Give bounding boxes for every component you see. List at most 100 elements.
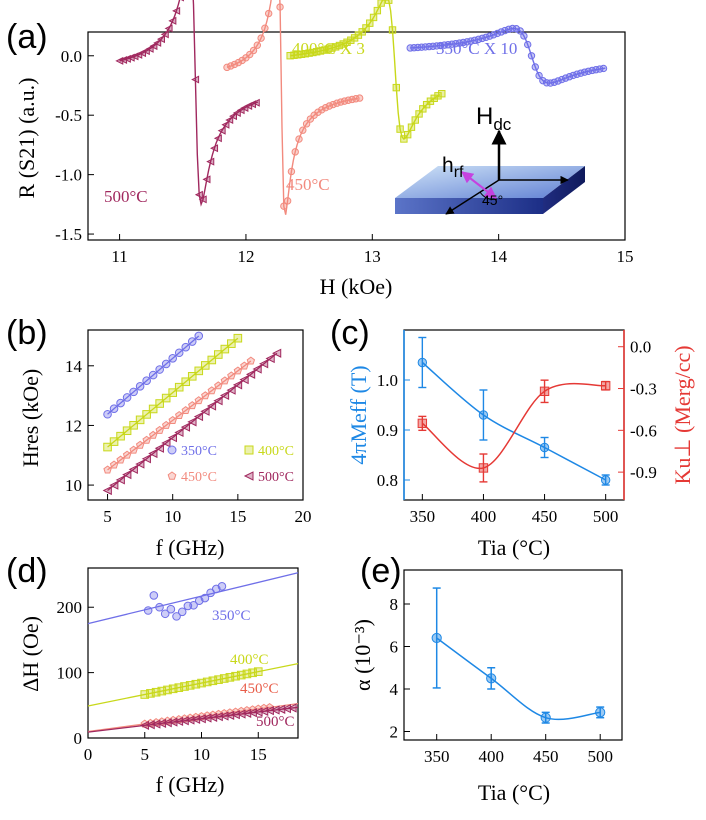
data-point: [148, 448, 158, 459]
panel-d-x-tick-label: 5: [141, 745, 150, 764]
data-point: [227, 339, 236, 348]
panel-b-x-label: f (GHz): [155, 535, 224, 560]
data-point: [299, 126, 307, 134]
data-point: [312, 48, 321, 56]
legend-marker: [244, 445, 254, 455]
data-point: [206, 401, 217, 411]
data-point: [161, 438, 171, 448]
panel-c-right-ticks: 0.0 -0.3 -0.6 -0.9: [618, 338, 657, 482]
data-point: [321, 104, 330, 112]
angle-label: 45°: [482, 192, 503, 208]
data-point: [430, 94, 438, 103]
panel-a-x-tick-label: 15: [617, 247, 634, 266]
data-point: [225, 116, 234, 125]
series-curve-4πMeff: [421, 361, 607, 481]
data-point: [392, 83, 401, 92]
data-point: [236, 670, 246, 680]
data-point: [200, 406, 210, 416]
data-point: [214, 381, 223, 390]
data-point: [208, 676, 218, 686]
data-point: [245, 369, 256, 379]
panel-d-x-tick-label: 10: [193, 745, 210, 764]
data-point: [135, 415, 145, 425]
data-point: [305, 49, 313, 57]
panel-d-y-label: ΔH (Oe): [18, 616, 43, 692]
panel-d-y-tick-label: 200: [57, 598, 83, 617]
data-point: [129, 387, 138, 397]
data-point: [202, 677, 212, 687]
data-point: [157, 686, 167, 696]
panel-b-y-tick-label: 12: [65, 416, 82, 435]
data-point: [261, 24, 269, 32]
data-point: [129, 445, 138, 454]
panel-c-left-tick-label: 0.8: [377, 471, 398, 490]
data-point: [524, 40, 532, 49]
panel-d-x-label: f (GHz): [155, 772, 224, 797]
panel-d-x-ticks: 0 5 10 15: [84, 732, 267, 764]
data-point: [161, 393, 171, 403]
data-point: [489, 31, 498, 39]
data-point: [314, 108, 322, 116]
panel-e-x-tick-label: 350: [424, 747, 450, 766]
data-point: [143, 606, 153, 615]
data-point: [161, 359, 171, 369]
legend-marker: [243, 471, 254, 481]
data-point: [366, 19, 374, 27]
panel-c-right-tick-label: -0.3: [630, 380, 657, 399]
panel-e-x-ticks: 350 400 450 500: [424, 734, 613, 766]
data-point: [377, 0, 385, 7]
data-point: [294, 51, 302, 59]
panel-b-y-ticks: 10 12 14: [65, 357, 94, 495]
data-point: [148, 370, 158, 380]
data-point: [122, 393, 132, 402]
legend-marker: [167, 445, 177, 455]
legend-500c: 500°C: [258, 470, 294, 485]
panel-a: (a) 11 12 13 14 15 0.0 -0.5 -1.0 -1.5 H (kOe) R…: [6, 0, 634, 299]
data-point: [280, 202, 288, 210]
panel-c-left-tick-label: 1.0: [377, 371, 398, 390]
panel-d-frame: [87, 567, 299, 739]
data-point: [213, 396, 223, 406]
data-point: [129, 420, 138, 430]
sample-inset: Hdc hrf 45°: [395, 103, 585, 215]
data-point: [535, 71, 543, 80]
panel-c-right-tick-label: 0.0: [630, 338, 651, 357]
data-point: [210, 144, 219, 153]
data-point: [309, 48, 317, 57]
panel-a-y-ticks: 0.0 -0.5 -1.0 -1.5: [55, 47, 94, 244]
data-point: [197, 678, 206, 688]
data-point: [180, 422, 191, 432]
panel-a-x-tick-label: 14: [490, 247, 508, 266]
data-point: [155, 365, 164, 374]
data-point: [217, 582, 227, 591]
data-point: [486, 673, 497, 684]
data-point: [141, 454, 151, 464]
data-point: [166, 604, 176, 614]
data-point: [128, 464, 138, 474]
data-point: [154, 443, 164, 453]
data-point: [335, 41, 344, 50]
data-point: [249, 46, 258, 55]
data-point: [164, 24, 173, 33]
data-point: [220, 376, 230, 385]
panel-c-frame: [403, 329, 625, 501]
data-point: [168, 388, 177, 397]
data-point: [227, 371, 236, 380]
data-point: [478, 463, 489, 473]
d-label-400c: 400°C: [230, 652, 269, 668]
panel-e-y-tick-label: 2: [390, 723, 399, 742]
data-point: [240, 361, 249, 370]
panel-d-y-tick-label: 100: [57, 664, 83, 683]
data-point: [253, 41, 262, 49]
fit-line-350°C: [87, 572, 299, 625]
data-point: [201, 391, 210, 400]
label-450c: 450°C: [286, 175, 330, 194]
data-point: [264, 9, 273, 18]
panel-b-x-ticks: 5 10 15 20: [103, 494, 312, 526]
data-point: [160, 609, 170, 619]
data-point: [214, 675, 223, 684]
data-point: [116, 398, 125, 408]
data-point: [180, 0, 184, 2]
legend-350c: 350°C: [181, 444, 217, 459]
data-point: [149, 591, 159, 600]
